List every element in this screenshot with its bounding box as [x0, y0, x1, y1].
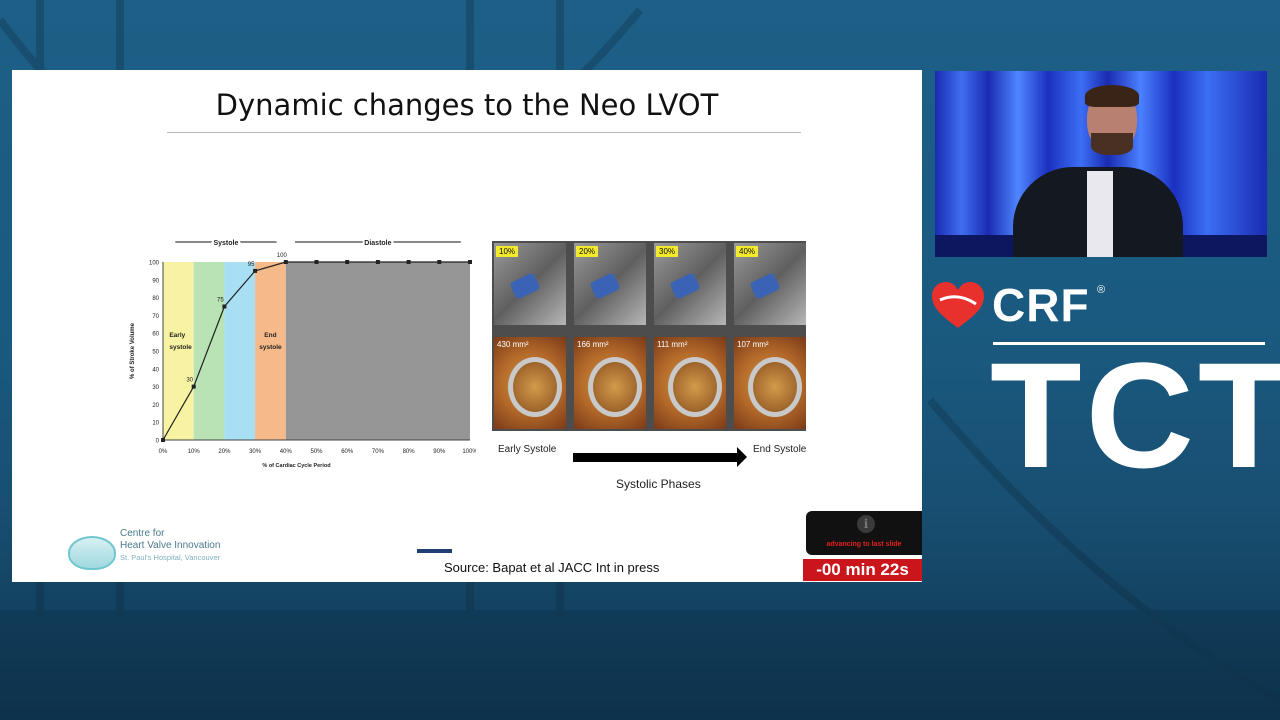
x-tick-label: 0%	[159, 449, 168, 455]
logo-line-2: Heart Valve Innovation	[120, 540, 221, 551]
accent-dash	[417, 549, 452, 553]
title-divider	[167, 132, 801, 133]
data-point	[406, 260, 411, 264]
notice-text: advancing to last slide	[826, 541, 902, 548]
data-point	[468, 260, 472, 264]
data-point	[222, 304, 227, 309]
y-tick-label: 10	[152, 421, 159, 427]
data-point	[161, 438, 165, 442]
source-citation: Source: Bapat et al JACC Int in press	[444, 560, 660, 575]
x-tick-label: 70%	[372, 449, 385, 455]
phase-tag: 20%	[576, 246, 599, 257]
phase-tag: 30%	[656, 246, 679, 257]
chart-band-0	[163, 262, 194, 440]
x-tick-label: 40%	[280, 449, 293, 455]
phase-tag: 40%	[736, 246, 759, 257]
phase-tag: 10%	[496, 246, 519, 257]
y-tick-label: 40	[152, 367, 159, 373]
lvot-render-3: 111 mm²	[654, 337, 726, 429]
chart-band-3	[255, 262, 286, 440]
x-tick-label: 10%	[188, 449, 201, 455]
data-label: 30	[186, 378, 193, 384]
end-systole-annotation: End	[264, 332, 276, 339]
data-label: 75	[217, 298, 224, 304]
y-tick-label: 70	[152, 314, 159, 320]
x-tick-label: 90%	[433, 449, 446, 455]
data-point	[345, 260, 350, 264]
ct-image-10: 10%	[494, 243, 566, 325]
y-tick-label: 50	[152, 350, 159, 356]
slide-advance-notice: i advancing to last slide	[806, 511, 922, 555]
ct-image-20: 20%	[574, 243, 646, 325]
crf-logo: CRF ®	[932, 279, 1132, 336]
end-systole-annotation: systole	[259, 344, 282, 351]
arrow-head-icon	[737, 447, 747, 467]
lvot-render-2: 166 mm²	[574, 337, 646, 429]
y-tick-label: 80	[152, 296, 159, 302]
early-systole-annotation: systole	[169, 344, 192, 351]
end-systole-label: End Systole	[753, 444, 807, 455]
area-label: 111 mm²	[657, 340, 688, 349]
ct-image-30: 30%	[654, 243, 726, 325]
valve-logo-icon	[68, 536, 116, 570]
lvot-render-4: 107 mm²	[734, 337, 806, 429]
area-label: 107 mm²	[737, 340, 769, 349]
chart-svg: 0 10 20 30 40 50 60 70 80 90 100 0% 10% 20% 30% 40% 50% 6…	[130, 238, 476, 469]
area-label: 166 mm²	[577, 340, 609, 349]
logo-line-1: Centre for	[120, 528, 165, 539]
data-point	[375, 260, 380, 264]
chart-band-2	[224, 262, 256, 440]
diastole-label: Diastole	[364, 240, 391, 247]
ct-image-40: 40%	[734, 243, 806, 325]
speaker-video	[935, 71, 1267, 257]
y-tick-label: 20	[152, 403, 159, 409]
data-point	[314, 260, 319, 264]
data-point	[191, 384, 196, 389]
lvot-render-1: 430 mm²	[494, 337, 566, 429]
early-systole-label: Early Systole	[498, 444, 557, 455]
brand-divider	[993, 342, 1265, 345]
info-icon: i	[857, 515, 875, 533]
area-label: 430 mm²	[497, 340, 529, 349]
x-tick-label: 30%	[249, 449, 262, 455]
data-point	[437, 260, 442, 264]
phase-arrow	[573, 453, 737, 462]
y-tick-label: 100	[149, 261, 160, 267]
stroke-volume-chart: 0 10 20 30 40 50 60 70 80 90 100 0% 10% 20% 30% 40% 50% 6…	[126, 232, 476, 482]
tct-wordmark: TCT	[990, 331, 1280, 499]
registered-mark: ®	[1097, 284, 1106, 296]
y-axis-label: % of Stroke Volume	[130, 322, 136, 379]
x-tick-label: 50%	[310, 449, 323, 455]
x-tick-label: 20%	[218, 449, 231, 455]
systolic-phases-caption: Systolic Phases	[616, 477, 701, 491]
heart-icon	[932, 282, 984, 328]
early-systole-annotation: Early	[169, 332, 185, 339]
y-tick-label: 60	[152, 332, 159, 338]
logo-line-3: St. Paul's Hospital, Vancouver	[120, 553, 221, 562]
slide-title: Dynamic changes to the Neo LVOT	[215, 88, 719, 122]
presentation-slide: Dynamic changes to the Neo LVOT 0 10 20 30 4…	[12, 70, 922, 582]
data-label: 100	[277, 253, 288, 259]
x-tick-label: 80%	[403, 449, 416, 455]
ct-image-panel: 10% 20% 30% 40% 430 mm² 166 mm² 111 mm² …	[492, 241, 806, 431]
data-point	[283, 260, 288, 264]
crf-wordmark: CRF	[992, 279, 1090, 331]
chvi-logo: Centre for Heart Valve Innovation St. Pa…	[68, 528, 268, 573]
y-tick-label: 0	[156, 439, 160, 445]
chart-band-4	[285, 262, 470, 440]
countdown-timer: -00 min 22s	[803, 559, 922, 581]
y-tick-label: 30	[152, 385, 159, 391]
data-label: 95	[248, 262, 255, 268]
x-tick-label: 60%	[341, 449, 354, 455]
x-tick-label: 100%	[462, 449, 476, 455]
y-tick-label: 90	[152, 278, 159, 284]
chart-band-1	[193, 262, 225, 440]
x-axis-label: % of Cardiac Cycle Period	[262, 463, 330, 469]
data-point	[253, 268, 258, 273]
systole-label: Systole	[213, 240, 238, 247]
